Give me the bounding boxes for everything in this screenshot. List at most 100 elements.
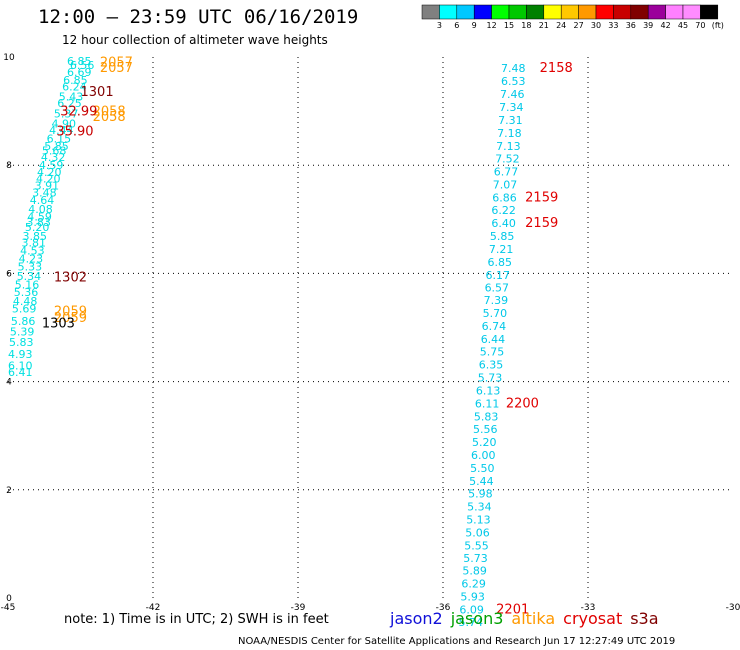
footnote: note: 1) Time is in UTC; 2) SWH is in fe…	[64, 612, 329, 627]
swh-value: 6.29	[461, 578, 486, 591]
pass-time-label: 2159	[525, 190, 558, 205]
pass-time-label: 2200	[506, 397, 539, 412]
colorbar-swatch	[526, 4, 545, 20]
swh-value: 6.22	[491, 204, 516, 217]
swh-value: 4.93	[8, 348, 33, 361]
swh-value: 4.44	[49, 124, 73, 137]
axis-labels: -45 -42 -39 -36 -33 -30 0 2 4 6 8 10	[1, 53, 740, 613]
swh-value: 4.48	[13, 295, 38, 308]
swh-value: 6.00	[471, 449, 496, 462]
grid	[8, 57, 733, 598]
pass-time-label: 1303	[42, 317, 75, 332]
pass-time-label: 2057	[100, 61, 133, 76]
swh-value: 5.34	[467, 500, 492, 513]
colorbar-label: 30	[591, 21, 601, 30]
colorbar-label: 36	[626, 21, 636, 30]
swh-value: 6.25	[57, 97, 82, 110]
satellite-legend: jason2 jason3 altika cryosat s3a	[390, 609, 667, 628]
swh-value: 5.44	[469, 475, 494, 488]
swh-value: 7.31	[498, 114, 522, 127]
colorbar-swatch	[682, 4, 701, 20]
colorbar-swatch	[595, 4, 614, 20]
pass-time-label: 1301	[81, 85, 114, 100]
x-tick-label: -39	[291, 603, 306, 613]
swh-value: 5.73	[463, 552, 488, 565]
legend-altika: altika	[511, 609, 556, 628]
swh-value: 6.57	[485, 281, 510, 294]
pass-time-label: 35.90	[56, 124, 93, 139]
swh-value: 6.44	[481, 333, 506, 346]
swh-value: 5.73	[478, 372, 503, 385]
colorbar-label: 15	[504, 21, 514, 30]
pass-time-label: 2201	[496, 603, 529, 618]
colorbar-swatch	[508, 4, 527, 20]
left-swath: 6.856.566.696.856.245.436.255.374.904.44…	[8, 55, 133, 379]
swh-value: 5.20	[472, 436, 497, 449]
colorbar-label: (ft)	[712, 21, 724, 30]
swh-value: 6.69	[67, 66, 92, 79]
swh-value: 6.24	[62, 81, 86, 94]
swh-value: 7.39	[484, 294, 509, 307]
x-tick-label: -45	[1, 603, 16, 613]
swh-value: 5.37	[54, 108, 79, 121]
swh-value: 6.85	[67, 55, 92, 68]
swh-value: 7.18	[497, 127, 521, 140]
swh-value: 5.43	[59, 90, 84, 103]
pass-time-label: 2058	[93, 110, 126, 125]
legend-jason3: jason3	[450, 609, 504, 628]
swh-value: 6.86	[492, 191, 517, 204]
swh-value: 6.56	[70, 59, 95, 72]
swh-value: 6.74	[482, 320, 507, 333]
x-tick-label: -30	[726, 603, 740, 613]
colorbar-swatch	[456, 4, 475, 20]
swh-value: 5.93	[460, 591, 485, 604]
right-swath: 7.486.537.467.347.317.187.137.526.777.07…	[458, 61, 572, 629]
swh-value: 5.75	[480, 346, 505, 359]
legend-jason2: jason2	[390, 609, 443, 628]
swh-value: 6.09	[459, 604, 484, 617]
y-tick-label: 10	[3, 53, 15, 63]
colorbar-label: 9	[472, 21, 477, 30]
swh-value: 5.98	[468, 487, 493, 500]
swh-value: 4.23	[19, 253, 43, 266]
swh-value: 5.89	[462, 565, 487, 578]
swh-value: 6.85	[63, 74, 88, 87]
swh-value: 3.81	[22, 236, 47, 249]
swh-value: 4.59	[27, 210, 52, 223]
swh-value: 5.39	[10, 326, 35, 339]
swh-value: 5.83	[474, 411, 499, 424]
colorbar-label: 18	[521, 21, 531, 30]
swh-value: 5.56	[473, 423, 498, 436]
colorbar-swatch	[613, 4, 632, 20]
swh-value: 4.90	[52, 117, 77, 130]
colorbar-label: 6	[454, 21, 459, 30]
swh-value: 4.20	[36, 173, 61, 186]
x-tick-label: -36	[436, 603, 451, 613]
colorbar-swatch	[665, 4, 684, 20]
pass-time-label: 2158	[540, 61, 573, 76]
swh-value: 7.34	[499, 101, 523, 114]
pass-time-label: 2058	[93, 104, 126, 119]
swh-value: 3.91	[35, 180, 60, 193]
colorbar-label: 27	[574, 21, 584, 30]
y-tick-label: 8	[6, 161, 12, 171]
swh-value: 4.53	[20, 244, 45, 257]
colorbar-label: 39	[643, 21, 653, 30]
y-tick-label: 6	[6, 269, 12, 279]
swh-value: 5.85	[44, 140, 69, 153]
swh-value: 5.68	[42, 144, 66, 157]
y-tick-label: 2	[6, 486, 12, 496]
colorbar-swatch	[439, 4, 458, 20]
colorbar-label: 12	[487, 21, 497, 30]
swh-value: 3.83	[26, 216, 51, 229]
swh-value: 6.35	[479, 359, 504, 372]
credit-line: NOAA/NESDIS Center for Satellite Applica…	[238, 636, 676, 647]
colorbar-swatch	[491, 4, 510, 20]
swh-value: 6.40	[491, 217, 516, 230]
colorbar-swatch	[578, 4, 597, 20]
colorbar-label: 3	[437, 21, 442, 30]
x-tick-label: -42	[146, 603, 161, 613]
swh-value: 6.10	[8, 360, 33, 373]
swh-value: 5.34	[17, 270, 42, 283]
